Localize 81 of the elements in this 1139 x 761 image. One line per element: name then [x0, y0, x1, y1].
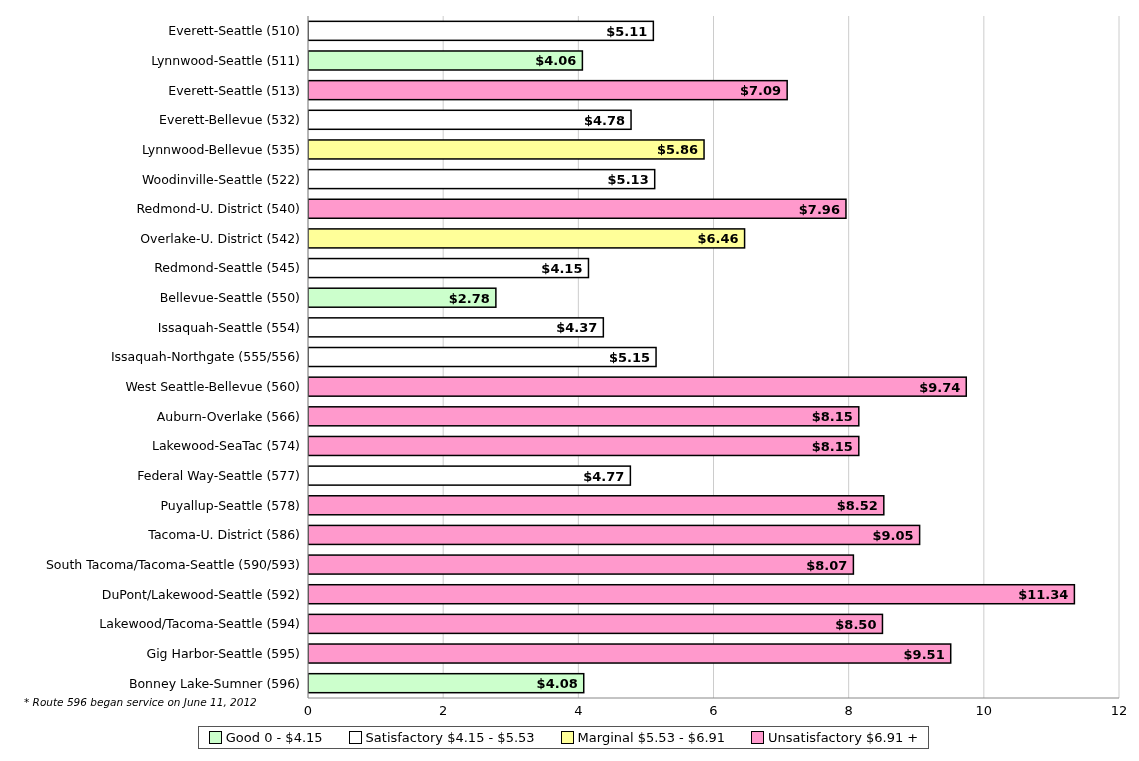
legend-label: Marginal $5.53 - $6.91	[576, 730, 726, 745]
bar	[308, 50, 584, 71]
bar	[308, 287, 497, 308]
x-tick-label: 8	[844, 703, 853, 719]
data-label: $8.52	[836, 498, 878, 514]
bar	[308, 406, 860, 427]
data-label: $8.15	[811, 409, 853, 425]
x-tick-label: 6	[709, 703, 718, 719]
bar	[308, 346, 657, 368]
y-tick-label: Overlake-U. District (542)	[140, 230, 300, 246]
y-tick-label: Everett-Seattle (513)	[168, 82, 300, 98]
bar	[308, 672, 585, 694]
data-label: $9.74	[919, 379, 961, 395]
bar	[308, 168, 656, 190]
data-label: $4.77	[583, 468, 625, 484]
legend-label: Satisfactory $4.15 - $5.53	[364, 730, 535, 745]
bar	[308, 583, 1076, 605]
data-label: $5.13	[607, 172, 649, 188]
data-label: $4.15	[541, 261, 583, 277]
data-label: $9.51	[903, 646, 945, 662]
bar	[308, 198, 847, 219]
y-tick-label: Bonney Lake-Sumner (596)	[128, 675, 300, 691]
data-label: $9.05	[872, 527, 914, 543]
y-tick-label: Tacoma-U. District (586)	[147, 527, 300, 543]
data-label: $7.96	[798, 201, 840, 217]
y-tick-label: Everett-Seattle (510)	[168, 23, 300, 39]
y-tick-label: Issaquah-Northgate (555/556)	[110, 349, 300, 365]
data-label: $6.46	[697, 231, 739, 247]
data-label: $11.34	[1018, 587, 1069, 603]
y-tick-label: Redmond-U. District (540)	[136, 201, 300, 217]
data-label: $4.06	[535, 53, 577, 69]
bar	[308, 109, 632, 131]
y-tick-label: Issaquah-Seattle (554)	[157, 319, 300, 335]
bar	[308, 79, 788, 101]
y-tick-label: Bellevue-Seattle (550)	[159, 290, 300, 306]
bar	[308, 376, 968, 397]
y-tick-label: Redmond-Seattle (545)	[154, 260, 300, 276]
bar	[308, 613, 884, 635]
data-label: $4.37	[556, 320, 598, 336]
data-label: $2.78	[448, 290, 490, 306]
y-tick-label: Lynnwood-Seattle (511)	[151, 52, 300, 68]
x-tick-label: 2	[439, 703, 448, 719]
data-label: $8.07	[806, 557, 848, 573]
bar	[308, 495, 885, 516]
y-tick-label: Lakewood/Tacoma-Seattle (594)	[99, 616, 300, 632]
x-tick-label: 10	[975, 703, 993, 719]
bar	[308, 465, 632, 486]
bar	[308, 317, 605, 338]
y-tick-label: Woodinville-Seattle (522)	[141, 171, 300, 187]
bar	[308, 257, 590, 279]
legend-label: Unsatisfactory $6.91 +	[767, 730, 919, 745]
y-tick-label: Lakewood-SeaTac (574)	[151, 438, 300, 454]
x-tick-label: 12	[1110, 703, 1128, 719]
data-label: $8.50	[835, 616, 877, 632]
bar	[308, 228, 746, 249]
data-label: $5.15	[608, 350, 651, 366]
y-tick-label: West Seattle-Bellevue (560)	[125, 379, 300, 395]
bar	[308, 554, 855, 575]
y-tick-label: DuPont/Lakewood-Seattle (592)	[101, 586, 300, 602]
data-label: $8.15	[811, 438, 853, 454]
x-tick-label: 0	[303, 703, 313, 719]
y-tick-label: Auburn-Overlake (566)	[156, 408, 300, 424]
data-label: $5.86	[656, 142, 699, 158]
y-tick-label: South Tacoma/Tacoma-Seattle (590/593)	[45, 557, 300, 572]
y-tick-label: Federal Way-Seattle (577)	[137, 468, 300, 484]
x-tick-label: 4	[574, 703, 583, 719]
y-tick-label: Lynnwood-Bellevue (535)	[141, 141, 300, 157]
y-tick-label: Gig Harbor-Seattle (595)	[146, 645, 300, 661]
bar	[308, 20, 655, 42]
data-label: $7.09	[740, 83, 782, 99]
bar	[308, 643, 952, 664]
legend-label: Good 0 - $4.15	[224, 730, 323, 745]
y-tick-label: Everett-Bellevue (532)	[159, 112, 300, 128]
bar	[308, 435, 860, 457]
bar	[308, 524, 921, 546]
y-tick-label: Puyallup-Seattle (578)	[160, 497, 300, 513]
text: * Route 596 began service on June 11, 2012	[24, 696, 257, 708]
data-label: $4.78	[583, 112, 626, 128]
bar	[308, 139, 705, 160]
data-label: $4.08	[536, 676, 578, 692]
data-label: $5.11	[606, 23, 648, 39]
